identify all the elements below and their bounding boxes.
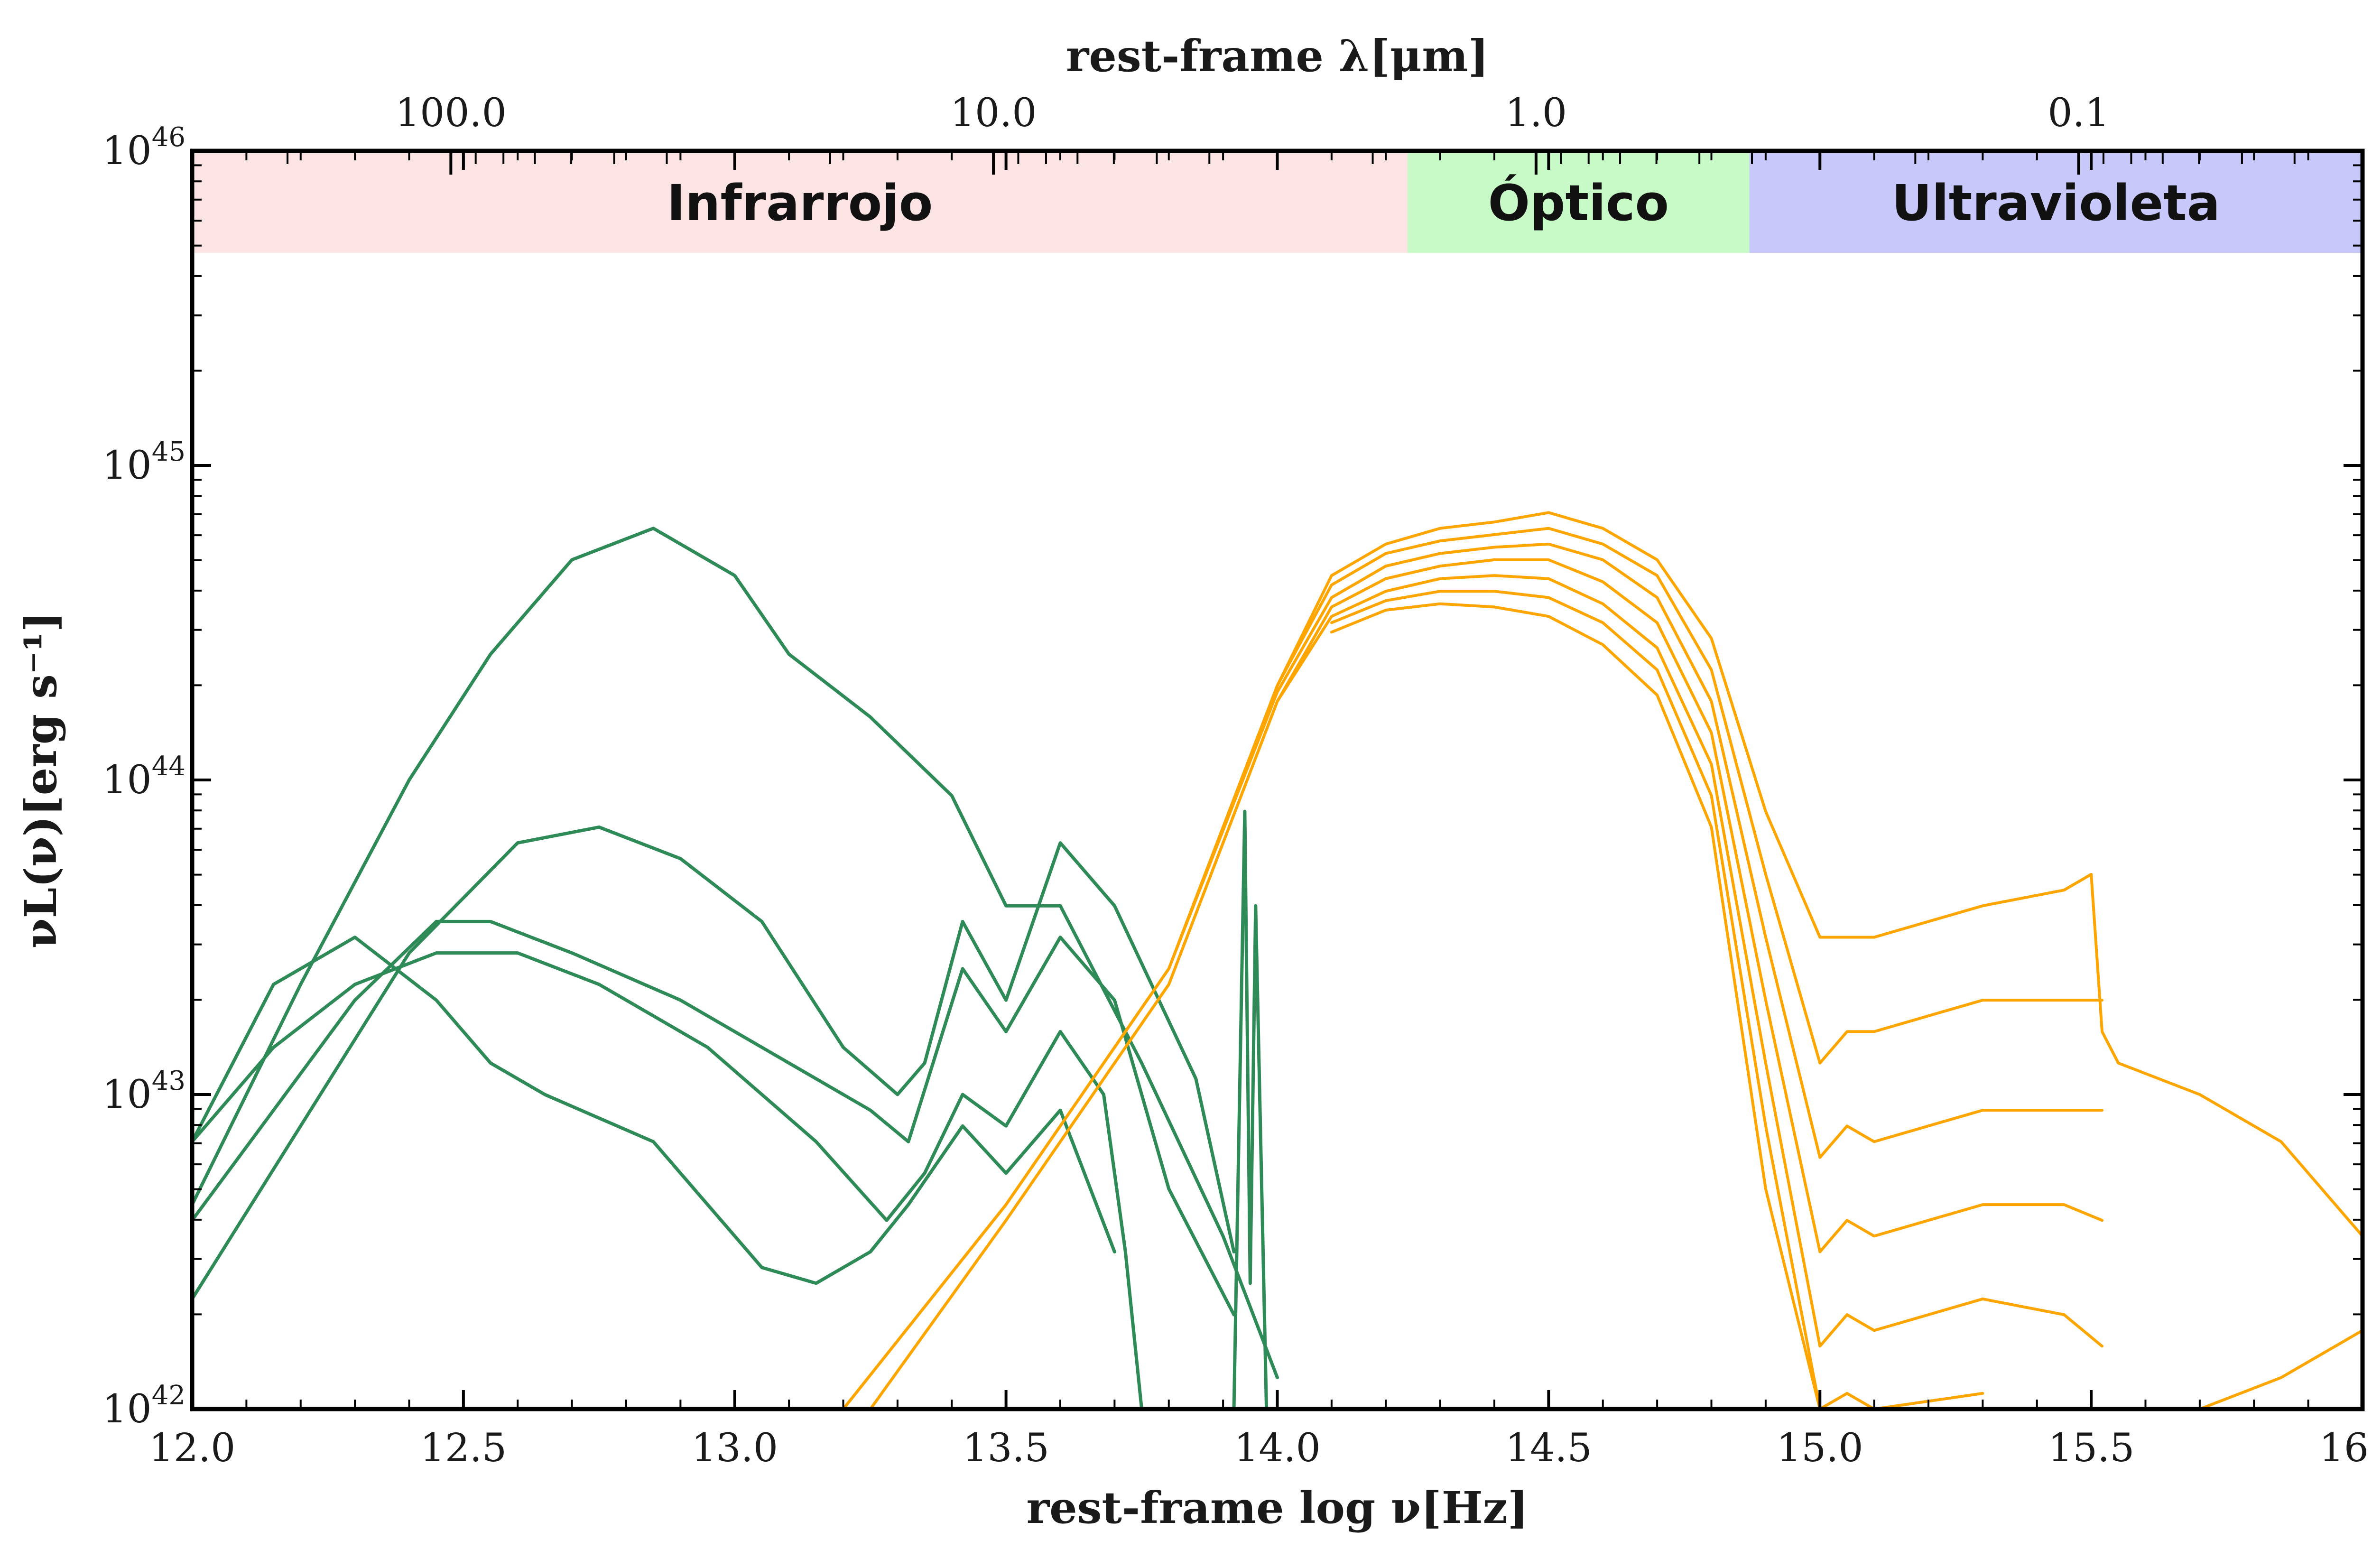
y-tick-label-0: 1046: [102, 122, 185, 174]
band-label-1: Óptico: [1488, 174, 1669, 232]
top-tick-label-2: 1.0: [1505, 91, 1567, 136]
top-tick-label-0: 100.0: [395, 91, 507, 136]
band-label-2: Ultravioleta: [1892, 174, 2220, 232]
stellar-series-line-5: [1330, 590, 1984, 1410]
band-label-0: Infrarrojo: [667, 174, 933, 232]
x-tick-label-8: 16.0: [2319, 1426, 2372, 1471]
stellar-series-line-2: [842, 542, 2103, 1410]
top-axis-title: rest-frame λ[μm]: [1066, 30, 1489, 82]
dust-spike-line: [1232, 809, 1269, 1411]
band-0: [192, 153, 1408, 253]
stellar-series-line-0: [842, 511, 2364, 1410]
x-tick-label-0: 12.0: [149, 1426, 236, 1471]
dust-series-line-4: [190, 936, 1116, 1285]
top-tick-label-3: 0.1: [2048, 91, 2109, 136]
y-tick-label-4: 1042: [102, 1380, 185, 1432]
stellar-series-line-1: [842, 527, 2103, 1410]
dust-series-line-1: [190, 825, 1236, 1301]
band-2: [1749, 153, 2363, 253]
x-tick-label-6: 15.0: [1777, 1426, 1863, 1471]
stellar-series-line-6: [1330, 602, 1822, 1410]
stellar-series-line-7: [2198, 1329, 2364, 1410]
axis-ticks: 12.0 12.5 13.0 13.5 14.0 14.5 15.0 15.5 16.0 1046…: [102, 91, 2372, 1471]
spectral-bands: Infrarrojo Óptico Ultravioleta: [192, 153, 2363, 253]
x-tick-label-2: 13.0: [691, 1426, 778, 1471]
y-axis-title: νL(ν)[erg s⁻¹]: [15, 612, 66, 948]
y-tick-label-1: 1045: [102, 436, 185, 488]
stellar-series-line-4: [869, 574, 2103, 1410]
x-tick-label-5: 14.5: [1505, 1426, 1592, 1471]
x-tick-label-1: 12.5: [420, 1426, 507, 1471]
dust-series-line-2: [190, 919, 1236, 1317]
x-tick-label-7: 15.5: [2048, 1426, 2135, 1471]
plot-frame: [190, 148, 2365, 1411]
x-axis-title: rest-frame log ν[Hz]: [1027, 1482, 1529, 1533]
y-tick-label-2: 1044: [102, 751, 185, 803]
x-tick-label-4: 14.0: [1234, 1426, 1321, 1471]
y-tick-label-3: 1043: [102, 1066, 185, 1117]
top-tick-label-1: 10.0: [950, 91, 1037, 136]
series-group: [190, 511, 2364, 1411]
band-1: [1408, 153, 1750, 253]
x-tick-label-3: 13.5: [963, 1426, 1049, 1471]
dust-series-line-0: [190, 527, 1279, 1380]
stellar-series-line-3: [869, 558, 2103, 1410]
